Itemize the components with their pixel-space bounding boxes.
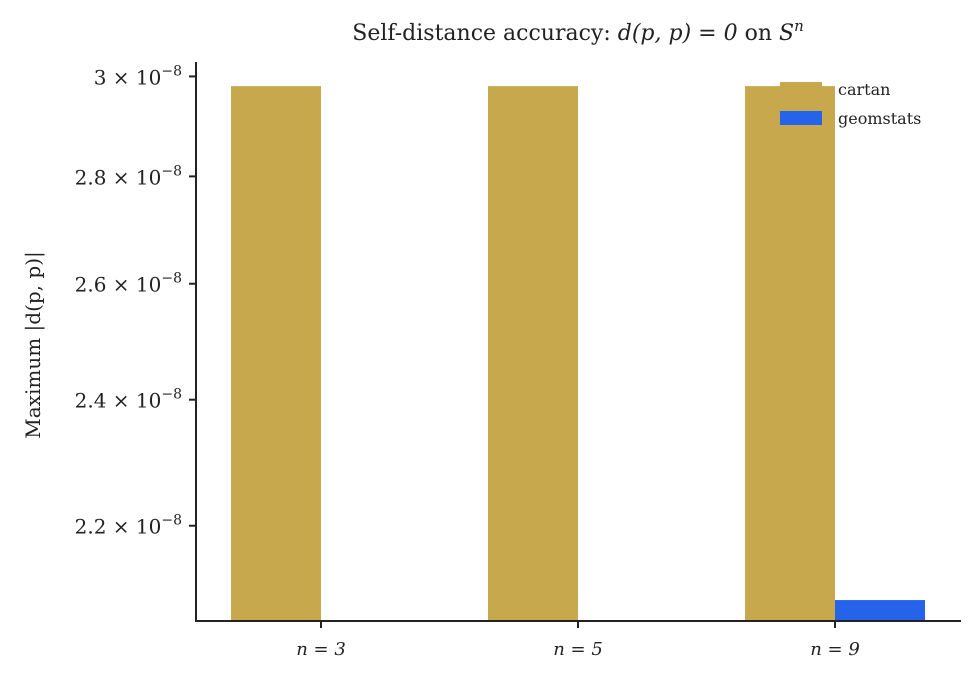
y-tick-label-0: 3 × 10−8 (94, 63, 182, 89)
y-ticks-group: 3 × 10−8 2.8 × 10−8 2.6 × 10−8 2.4 × 10−8 2.… (75, 63, 196, 539)
chart-title-prefix: Self-distance accuracy: (352, 21, 618, 46)
y-tick-label-3: 2.4 × 10−8 (75, 387, 182, 413)
legend-swatch-cartan (780, 82, 822, 96)
bars-group (231, 86, 925, 622)
legend: cartan geomstats (780, 80, 921, 128)
bar-geomstats-2 (835, 600, 925, 621)
bar-cartan-1 (488, 86, 578, 622)
bar-cartan-2 (745, 86, 835, 622)
chart-title: Self-distance accuracy: d(p, p) = 0 on S… (352, 17, 804, 46)
x-tick-label-2: n = 9 (810, 639, 860, 660)
chart-title-mid: on (738, 21, 779, 46)
chart-title-manifold-sup: n (794, 17, 804, 35)
bar-cartan-0 (231, 86, 321, 622)
y-axis-label: Maximum |d(p, p)| (21, 251, 46, 438)
chart-title-math: d(p, p) = 0 (618, 21, 738, 46)
y-tick-label-1: 2.8 × 10−8 (75, 163, 182, 189)
chart-title-manifold: S (779, 21, 794, 46)
legend-swatch-geomstats (780, 111, 822, 125)
x-tick-label-0: n = 3 (296, 639, 346, 660)
legend-label-geomstats: geomstats (838, 109, 921, 128)
x-ticks-group: n = 3 n = 5 n = 9 (296, 621, 860, 660)
y-tick-label-4: 2.2 × 10−8 (75, 513, 182, 539)
x-tick-label-1: n = 5 (553, 639, 603, 660)
axes-spines (195, 62, 961, 622)
y-tick-label-2: 2.6 × 10−8 (75, 271, 182, 297)
legend-label-cartan: cartan (838, 80, 890, 99)
